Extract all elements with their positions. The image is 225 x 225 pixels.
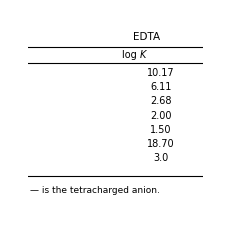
Text: K: K bbox=[139, 50, 146, 60]
Text: — is the tetracharged anion.: — is the tetracharged anion. bbox=[30, 186, 160, 195]
Text: 2.68: 2.68 bbox=[150, 96, 171, 106]
Text: 2.00: 2.00 bbox=[150, 110, 171, 121]
Text: 18.70: 18.70 bbox=[147, 139, 174, 149]
Text: 1.50: 1.50 bbox=[150, 125, 171, 135]
Text: 6.11: 6.11 bbox=[150, 82, 171, 92]
Text: log: log bbox=[122, 50, 139, 60]
Text: 3.0: 3.0 bbox=[153, 153, 168, 163]
Text: EDTA: EDTA bbox=[133, 32, 160, 42]
Text: 10.17: 10.17 bbox=[147, 68, 174, 78]
